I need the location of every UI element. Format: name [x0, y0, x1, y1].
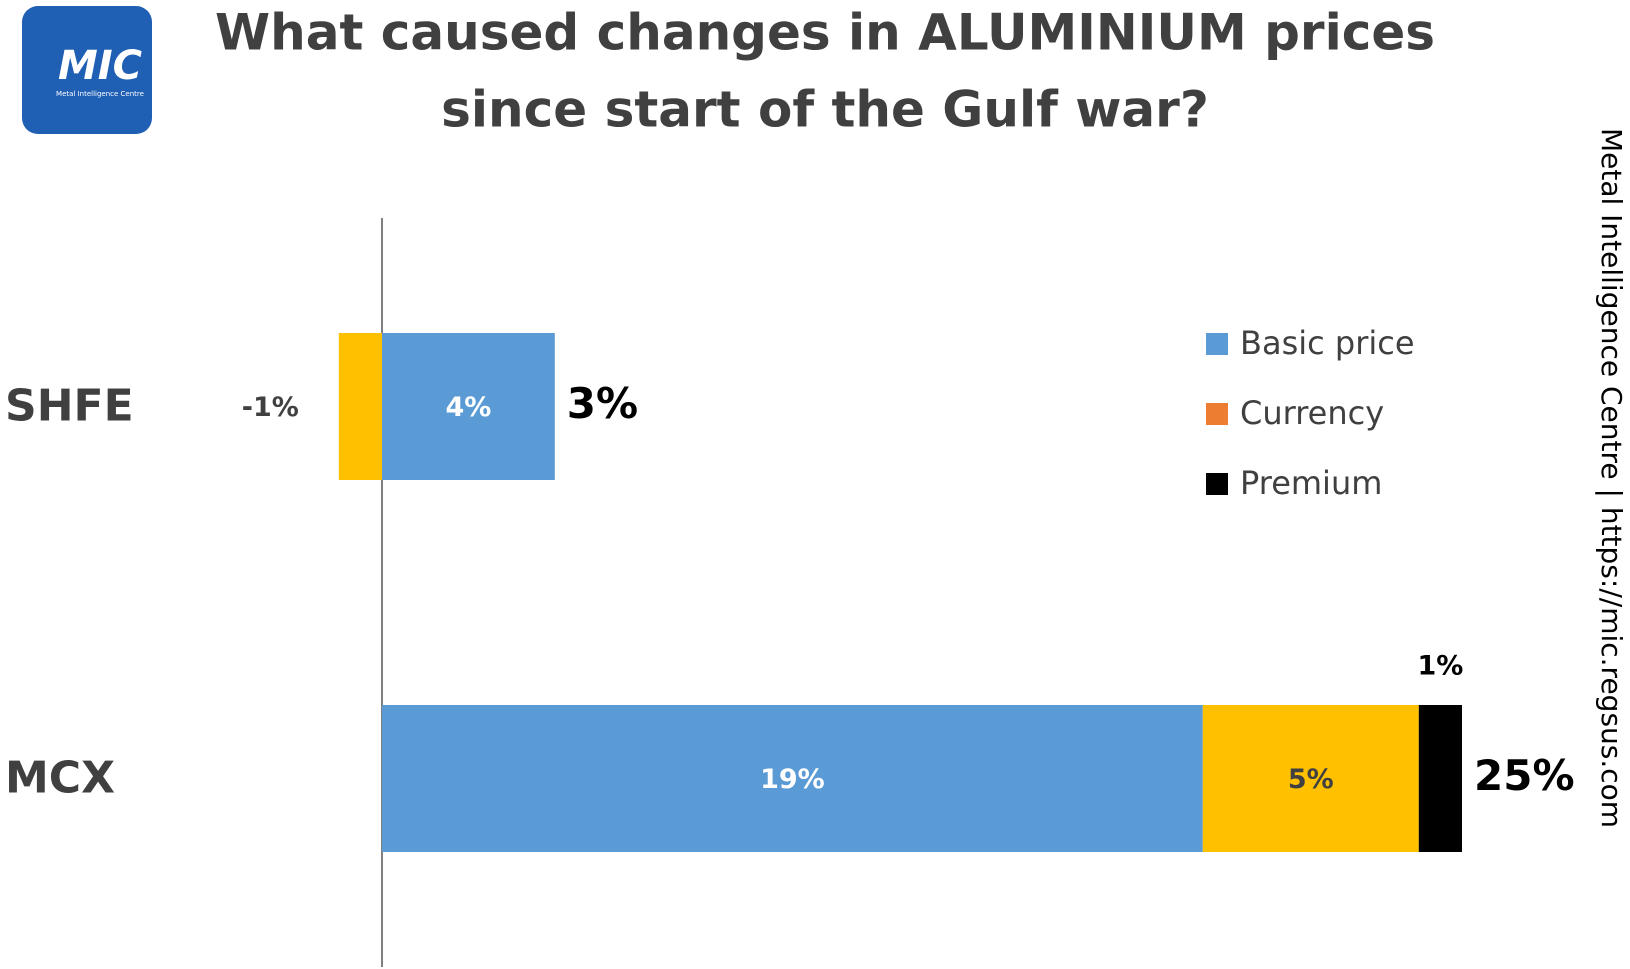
- logo-subtext: Metal Intelligence Centre: [56, 90, 144, 98]
- bar-segment: [382, 333, 555, 480]
- legend-label: Premium: [1240, 464, 1382, 502]
- total-label: 25%: [1474, 751, 1575, 800]
- data-label: -1%: [242, 392, 299, 423]
- bar-segment: [1418, 705, 1462, 852]
- legend-swatch: [1206, 333, 1228, 355]
- total-label: 3%: [567, 379, 638, 428]
- data-label: 19%: [760, 764, 825, 795]
- legend-label: Basic price: [1240, 324, 1415, 362]
- legend-swatch: [1206, 403, 1228, 425]
- logo-text: MIC: [58, 43, 142, 89]
- legend-swatch: [1206, 473, 1228, 495]
- side-credit: Metal Intelligence Centre | https://mic.…: [1595, 128, 1628, 828]
- chart-title: What caused changes in ALUMINIUM prices: [215, 4, 1435, 62]
- category-label: MCX: [5, 753, 115, 804]
- logo-badge: [22, 6, 152, 134]
- data-label: 4%: [445, 392, 491, 423]
- legend-label: Currency: [1240, 394, 1384, 432]
- data-label: 5%: [1288, 764, 1334, 795]
- bar-segment: [338, 333, 382, 480]
- bar-segment: [382, 705, 1203, 852]
- logo: MIC Metal Intelligence Centre: [22, 6, 152, 134]
- chart-title: since start of the Gulf war?: [441, 81, 1209, 139]
- category-label: SHFE: [5, 381, 134, 432]
- bar-segment: [1202, 705, 1419, 852]
- data-label: 1%: [1417, 651, 1463, 682]
